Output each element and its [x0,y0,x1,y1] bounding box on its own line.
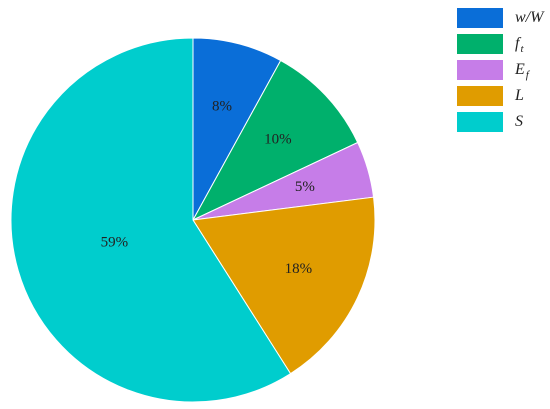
legend-label: ft [515,35,524,55]
legend-label: S [515,113,523,130]
pie-slice [192,37,282,221]
legend-name: E [514,61,525,78]
data-label: 10% [264,132,292,148]
pie-slice [192,196,376,375]
legend-label: w/W [515,9,545,26]
legend-subscript: f [526,69,531,81]
legend-name: S [515,113,523,130]
legend-name: w/W [515,9,545,26]
legend-swatch [457,86,503,106]
data-label: 5% [295,179,315,195]
data-label: 59% [101,234,129,250]
legend-subscript: t [520,43,524,55]
legend-swatch [457,60,503,80]
legend-label: Ef [514,61,531,81]
pie-slice [10,37,292,403]
legend-swatch [457,34,503,54]
legend-label: L [514,87,524,104]
data-label: 8% [212,99,232,115]
legend-swatch [457,112,503,132]
pie-slice [191,59,359,222]
legend-name: L [514,87,524,104]
data-label: 18% [285,261,313,277]
legend-swatch [457,8,503,28]
legend-name: f [515,35,522,52]
